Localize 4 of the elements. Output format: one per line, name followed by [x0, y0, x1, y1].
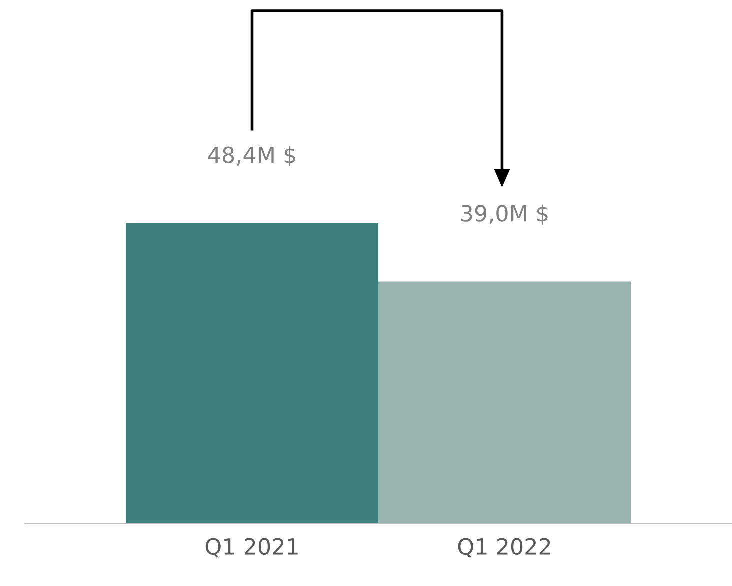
data-label: 48,4M $	[208, 146, 296, 167]
x-tick-label: Q1 2021	[206, 538, 298, 558]
x-tick-label: Q1 2022	[458, 538, 550, 558]
data-label: 39,0M $	[462, 204, 548, 225]
